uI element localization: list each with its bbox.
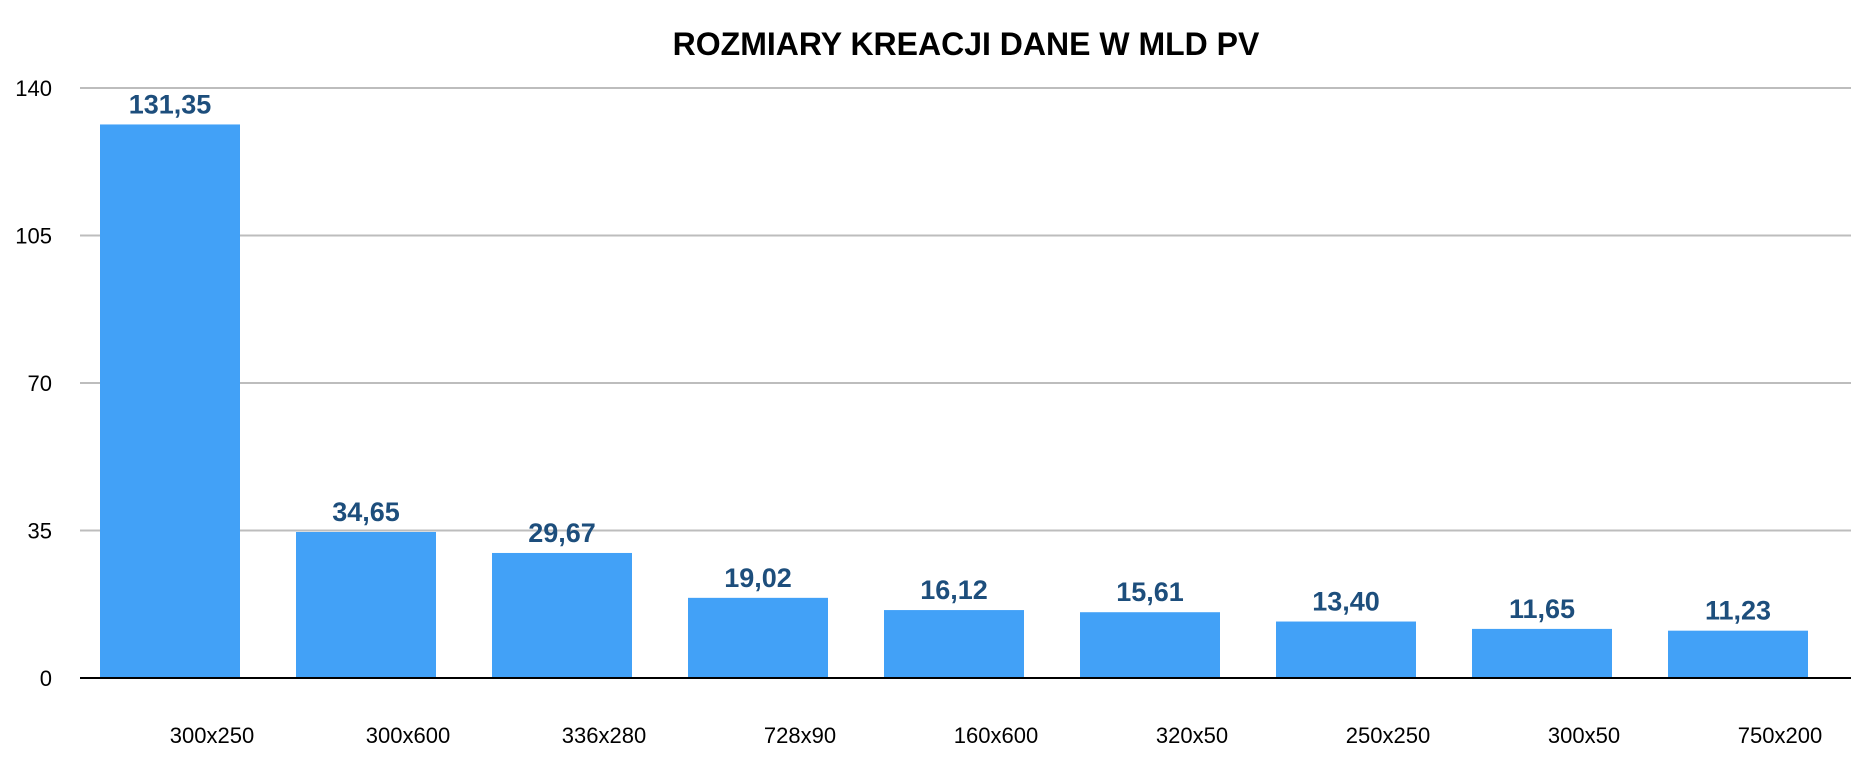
- x-tick-label: 250x250: [1346, 723, 1430, 748]
- bar: [1276, 621, 1416, 678]
- data-label: 34,65: [332, 497, 400, 527]
- data-label: 131,35: [129, 89, 212, 119]
- chart-title: ROZMIARY KREACJI DANE W MLD PV: [673, 26, 1260, 62]
- x-tick-label: 750x200: [1738, 723, 1822, 748]
- x-tick-label: 320x50: [1156, 723, 1228, 748]
- x-tick-label: 300x250: [170, 723, 254, 748]
- bar: [1472, 628, 1612, 678]
- y-tick-label: 70: [28, 371, 52, 396]
- bar: [100, 124, 240, 679]
- bar: [492, 552, 632, 678]
- bar: [1668, 630, 1808, 678]
- x-tick-label: 336x280: [562, 723, 646, 748]
- y-tick-label: 105: [15, 224, 52, 249]
- y-tick-label: 35: [28, 519, 52, 544]
- data-label: 15,61: [1116, 577, 1184, 607]
- y-axis-tick-labels: 0 35 70 105 140: [15, 76, 52, 691]
- y-tick-label: 0: [40, 666, 52, 691]
- data-label: 13,40: [1312, 587, 1380, 617]
- data-label: 29,67: [528, 518, 596, 548]
- gridlines: [80, 87, 1851, 532]
- x-tick-label: 300x50: [1548, 723, 1620, 748]
- data-label: 11,65: [1509, 594, 1575, 624]
- x-tick-label: 728x90: [764, 723, 836, 748]
- bar: [884, 610, 1024, 678]
- bar: [1080, 612, 1220, 678]
- x-tick-label: 160x600: [954, 723, 1038, 748]
- bar: [296, 531, 436, 678]
- data-label: 16,12: [920, 575, 988, 605]
- data-labels: 131,35 34,65 29,67 19,02 16,12 15,61 13,40 11,6…: [129, 89, 1771, 625]
- y-tick-label: 140: [15, 76, 52, 101]
- x-tick-label: 300x600: [366, 723, 450, 748]
- data-label: 11,23: [1705, 596, 1771, 626]
- data-label: 19,02: [724, 563, 792, 593]
- bar: [688, 597, 828, 678]
- x-axis-tick-labels: 300x250 300x600 336x280 728x90 160x600 320x50…: [170, 723, 1822, 748]
- bars: [100, 124, 1808, 679]
